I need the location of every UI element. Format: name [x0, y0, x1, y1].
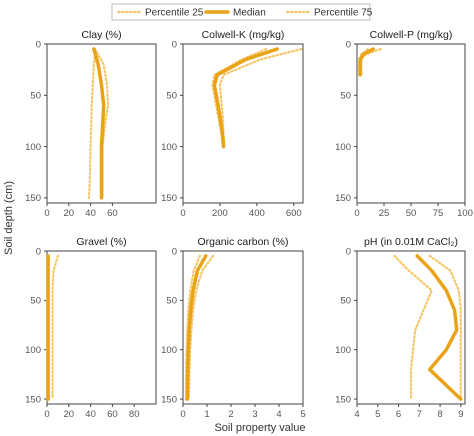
y-tick-label: 150 — [335, 394, 351, 405]
y-tick-label: 50 — [30, 296, 41, 307]
x-tick-label: 0 — [354, 208, 359, 219]
y-tick-label: 100 — [335, 345, 351, 356]
x-tick-label: 40 — [85, 409, 96, 420]
y-tick-label: 100 — [25, 142, 41, 153]
panel-frame — [182, 43, 304, 204]
y-tick-label: 0 — [346, 39, 351, 50]
y-tick-label: 150 — [335, 193, 351, 204]
series-line-median — [415, 254, 463, 401]
x-tick-label: 0 — [44, 208, 49, 219]
x-tick-label: 2 — [228, 409, 233, 420]
series-line-p25 — [87, 47, 97, 199]
x-tick-label: 3 — [252, 409, 257, 420]
x-tick-label: 0 — [180, 409, 185, 420]
series-line-p25 — [393, 254, 433, 401]
legend-label-p75: Percentile 75 — [314, 8, 373, 19]
y-tick-label: 50 — [30, 91, 41, 102]
series-line-median — [92, 47, 106, 200]
x-tick-label: 80 — [129, 409, 140, 420]
x-tick-label: 9 — [458, 409, 463, 420]
panel-title: Colwell-K (mg/kg) — [202, 29, 285, 41]
x-tick-label: 4 — [276, 409, 281, 420]
y-tick-label: 150 — [161, 394, 177, 405]
y-tick-label: 150 — [161, 193, 177, 204]
x-tick-label: 6 — [396, 409, 401, 420]
chart-legend: Percentile 25 Median Percentile 75 — [111, 3, 373, 21]
x-tick-label: 20 — [64, 208, 75, 219]
y-tick-label: 0 — [172, 246, 177, 257]
x-tick-label: 0 — [44, 409, 49, 420]
x-tick-label: 60 — [107, 208, 118, 219]
y-tick-label: 50 — [340, 296, 351, 307]
y-tick-label: 50 — [166, 296, 177, 307]
panel-title: Colwell-P (mg/kg) — [370, 29, 453, 41]
x-tick-label: 600 — [286, 208, 302, 219]
legend-label-p25: Percentile 25 — [145, 8, 204, 19]
panel-title: Organic carbon (%) — [197, 236, 288, 248]
x-tick-label: 0 — [180, 208, 185, 219]
panel-title: pH (in 0.01M CaCl₂) — [364, 236, 458, 248]
series-line-p75 — [93, 47, 110, 199]
x-tick-label: 60 — [107, 409, 118, 420]
y-tick-label: 100 — [335, 142, 351, 153]
x-tick-label: 50 — [406, 208, 417, 219]
y-tick-label: 50 — [340, 91, 351, 102]
x-tick-label: 7 — [417, 409, 422, 420]
x-tick-label: 5 — [375, 409, 380, 420]
y-tick-label: 0 — [346, 246, 351, 257]
y-tick-label: 50 — [166, 91, 177, 102]
x-tick-label: 5 — [300, 409, 305, 420]
series-line-p75 — [187, 254, 215, 401]
x-tick-label: 20 — [64, 409, 75, 420]
panel-title: Gravel (%) — [76, 236, 126, 248]
x-axis-title: Soil property value — [214, 422, 305, 434]
series-line-p75 — [51, 254, 60, 401]
series-line-median — [212, 47, 279, 149]
panel-frame — [356, 43, 466, 204]
legend-box — [111, 3, 371, 21]
panel-title: Clay (%) — [81, 29, 121, 41]
x-tick-label: 100 — [457, 208, 473, 219]
y-tick-label: 0 — [36, 39, 41, 50]
y-tick-label: 0 — [172, 39, 177, 50]
x-tick-label: 200 — [212, 208, 228, 219]
y-axis-title: Soil depth (cm) — [3, 181, 15, 255]
series-line-median — [185, 254, 208, 401]
panel-frame — [182, 250, 304, 405]
x-tick-label: 400 — [249, 208, 265, 219]
x-tick-label: 8 — [437, 409, 442, 420]
y-tick-label: 150 — [25, 193, 41, 204]
panel-frame — [46, 43, 157, 204]
x-tick-label: 25 — [379, 208, 390, 219]
x-tick-label: 1 — [204, 409, 209, 420]
legend-label-median: Median — [233, 8, 266, 19]
x-tick-label: 40 — [85, 208, 96, 219]
y-tick-label: 150 — [25, 394, 41, 405]
panel-frame — [46, 250, 157, 405]
x-tick-label: 4 — [354, 409, 359, 420]
y-tick-label: 100 — [161, 345, 177, 356]
series-line-p75 — [428, 254, 462, 401]
y-tick-label: 0 — [36, 246, 41, 257]
x-tick-label: 75 — [433, 208, 444, 219]
series-line-median — [358, 47, 375, 77]
y-tick-label: 100 — [25, 345, 41, 356]
y-tick-label: 100 — [161, 142, 177, 153]
panel-frame — [356, 250, 466, 405]
